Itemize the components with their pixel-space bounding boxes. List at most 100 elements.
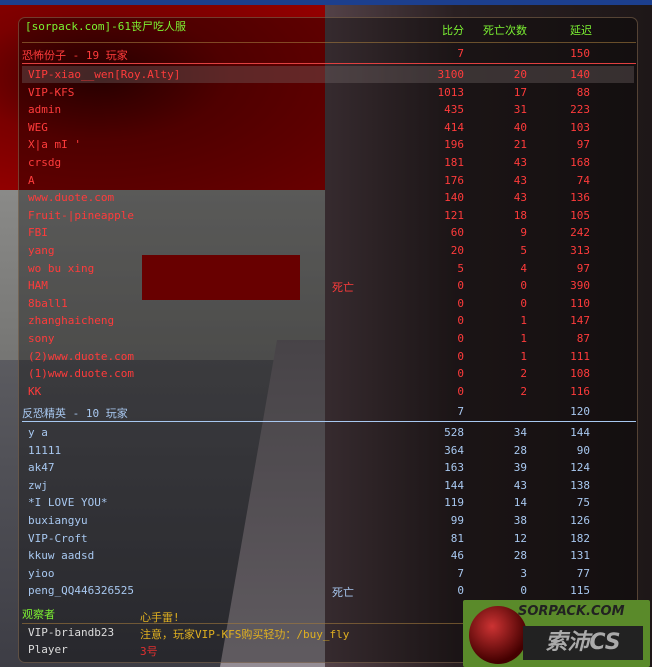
player-score: 0 bbox=[457, 296, 464, 310]
player-deaths: 18 bbox=[513, 208, 527, 222]
player-row[interactable]: kkuw aadsd 46 28 131 bbox=[22, 547, 634, 564]
player-row[interactable]: buxiangyu 99 38 126 bbox=[22, 512, 634, 529]
player-name: HAM bbox=[28, 279, 48, 293]
player-row[interactable]: wo bu xing 5 4 97 bbox=[22, 260, 634, 277]
player-name: X|a mI ' bbox=[28, 138, 81, 152]
player-name: y a bbox=[28, 426, 48, 439]
player-row[interactable]: admin 435 31 223 bbox=[22, 101, 634, 118]
player-name: VIP-Croft bbox=[28, 531, 88, 545]
player-row[interactable]: A 176 43 74 bbox=[22, 172, 634, 189]
spectator-row[interactable]: Player bbox=[28, 643, 68, 656]
player-ping: 223 bbox=[570, 103, 590, 117]
player-status: 死亡 bbox=[332, 281, 354, 295]
player-ping: 108 bbox=[570, 367, 590, 381]
player-row[interactable]: 8ball1 0 0 110 bbox=[22, 295, 634, 312]
scoreboard-panel bbox=[18, 17, 638, 663]
player-deaths: 2 bbox=[520, 384, 527, 398]
player-row[interactable]: (1)www.duote.com 0 2 108 bbox=[22, 365, 634, 382]
player-row[interactable]: FBI 60 9 242 bbox=[22, 224, 634, 241]
player-name: buxiangyu bbox=[28, 514, 88, 527]
chat-line: 注意，玩家VIP-KFS购买轻功：/buy_fly bbox=[140, 628, 350, 641]
player-score: 99 bbox=[450, 514, 464, 527]
spectator-divider bbox=[22, 623, 636, 624]
team-name: 反恐精英 - 10 玩家 bbox=[22, 407, 128, 420]
player-row[interactable]: yang 20 5 313 bbox=[22, 242, 634, 259]
player-ping: 138 bbox=[570, 478, 590, 492]
player-row[interactable]: Fruit-|pineapple 121 18 105 bbox=[22, 207, 634, 224]
player-ping: 105 bbox=[570, 208, 590, 222]
player-deaths: 43 bbox=[513, 173, 527, 187]
player-score: 163 bbox=[444, 461, 464, 475]
player-name: A bbox=[28, 173, 35, 187]
player-name: KK bbox=[28, 384, 42, 398]
spectator-row[interactable]: VIP-briandb23 bbox=[28, 626, 115, 639]
player-row[interactable]: zwj 144 43 138 bbox=[22, 477, 634, 494]
player-score: 20 bbox=[450, 244, 464, 257]
player-deaths: 1 bbox=[520, 314, 527, 328]
team-divider bbox=[22, 421, 636, 422]
player-ping: 75 bbox=[576, 496, 590, 510]
player-score: 140 bbox=[444, 191, 464, 205]
player-ping: 116 bbox=[570, 384, 590, 398]
player-deaths: 39 bbox=[513, 461, 527, 475]
player-name: kkuw aadsd bbox=[28, 549, 95, 563]
player-row[interactable]: www.duote.com 140 43 136 bbox=[22, 189, 634, 206]
player-row[interactable]: WEG 414 40 103 bbox=[22, 119, 634, 136]
player-score: 119 bbox=[444, 496, 464, 510]
player-row[interactable]: VIP-xiao__wen[Roy.Alty] 3100 20 140 bbox=[22, 66, 634, 83]
team-ping: 150 bbox=[570, 47, 590, 60]
player-row[interactable]: VIP-KFS 1013 17 88 bbox=[22, 84, 634, 101]
player-deaths: 43 bbox=[513, 191, 527, 205]
player-score: 60 bbox=[450, 226, 464, 240]
player-score: 0 bbox=[457, 279, 464, 293]
player-deaths: 0 bbox=[520, 279, 527, 293]
player-ping: 88 bbox=[576, 85, 590, 99]
chat-line: 心手雷! bbox=[140, 611, 180, 624]
player-row[interactable]: (2)www.duote.com 0 1 111 bbox=[22, 348, 634, 365]
player-name: sony bbox=[28, 332, 55, 345]
player-row[interactable]: sony 0 1 87 bbox=[22, 330, 634, 347]
spectators-header: 观察者 bbox=[22, 608, 55, 621]
player-score: 176 bbox=[444, 173, 464, 187]
player-deaths: 21 bbox=[513, 138, 527, 152]
player-row[interactable]: *I LOVE YOU* 119 14 75 bbox=[22, 494, 634, 511]
player-score: 435 bbox=[444, 103, 464, 117]
player-ping: 131 bbox=[570, 549, 590, 563]
player-name: yioo bbox=[28, 566, 55, 580]
player-name: *I LOVE YOU* bbox=[28, 496, 108, 510]
player-name: zhanghaicheng bbox=[28, 314, 115, 328]
player-name: ak47 bbox=[28, 461, 55, 475]
player-row[interactable]: y a 528 34 144 bbox=[22, 424, 634, 441]
player-row[interactable]: 11111 364 28 90 bbox=[22, 442, 634, 459]
player-ping: 168 bbox=[570, 156, 590, 169]
team-divider bbox=[22, 63, 636, 64]
player-deaths: 28 bbox=[513, 443, 527, 457]
player-row[interactable]: peng_QQ446326525 死亡 0 0 115 bbox=[22, 582, 634, 599]
player-row[interactable]: KK 0 2 116 bbox=[22, 383, 634, 400]
player-score: 1013 bbox=[437, 85, 465, 99]
player-row[interactable]: zhanghaicheng 0 1 147 bbox=[22, 312, 634, 329]
player-row[interactable]: yioo 7 3 77 bbox=[22, 565, 634, 582]
player-ping: 136 bbox=[570, 191, 590, 205]
player-row[interactable]: crsdg 181 43 168 bbox=[22, 154, 634, 171]
player-deaths: 17 bbox=[513, 85, 527, 99]
player-row[interactable]: HAM 死亡 0 0 390 bbox=[22, 277, 634, 294]
player-score: 0 bbox=[457, 584, 464, 598]
player-ping: 87 bbox=[576, 332, 590, 345]
player-deaths: 34 bbox=[513, 426, 527, 439]
player-name: admin bbox=[28, 103, 62, 117]
player-row[interactable]: X|a mI ' 196 21 97 bbox=[22, 136, 634, 153]
chat-line: 3号 bbox=[140, 645, 158, 658]
header-divider bbox=[22, 42, 636, 43]
player-score: 0 bbox=[457, 349, 464, 363]
player-row[interactable]: VIP-Croft 81 12 182 bbox=[22, 530, 634, 547]
player-ping: 242 bbox=[570, 226, 590, 240]
player-ping: 103 bbox=[570, 120, 590, 134]
column-deaths: 死亡次数 bbox=[483, 24, 527, 37]
player-score: 0 bbox=[457, 367, 464, 381]
player-row[interactable]: ak47 163 39 124 bbox=[22, 459, 634, 476]
player-name: www.duote.com bbox=[28, 191, 115, 205]
player-name: 8ball1 bbox=[28, 296, 68, 310]
player-name: yang bbox=[28, 244, 55, 257]
